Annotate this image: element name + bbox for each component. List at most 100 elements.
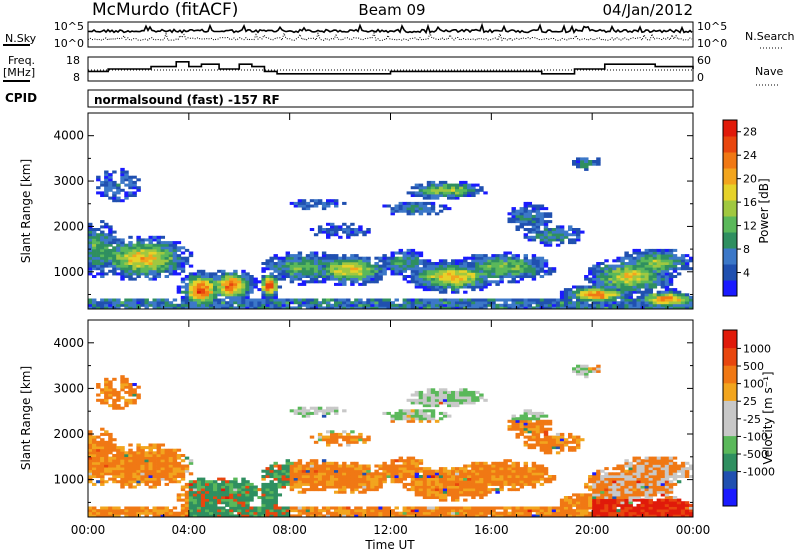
velocity-cell xyxy=(406,475,412,479)
power-cell xyxy=(334,230,339,234)
power-cell xyxy=(297,267,303,271)
velocity-cell xyxy=(136,472,141,476)
power-cell xyxy=(596,275,601,279)
power-cell xyxy=(148,238,153,242)
power-cell xyxy=(156,303,162,307)
power-cell xyxy=(451,277,456,281)
power-cell xyxy=(434,262,440,266)
power-cell xyxy=(580,162,585,166)
power-cell xyxy=(269,267,274,271)
power-cell xyxy=(358,269,363,273)
power-cell xyxy=(410,301,416,305)
power-cell xyxy=(426,303,432,307)
power-cell xyxy=(438,267,444,271)
velocity-cell xyxy=(317,409,323,413)
power-cell xyxy=(535,269,541,273)
power-cell xyxy=(273,288,278,292)
velocity-cell xyxy=(104,380,109,384)
power-cell xyxy=(346,306,351,310)
velocity-cell xyxy=(370,480,375,484)
velocity-cell xyxy=(438,482,444,486)
power-cell xyxy=(249,301,254,305)
velocity-cell xyxy=(317,514,323,518)
power-cell xyxy=(459,280,464,284)
velocity-cell xyxy=(132,511,137,515)
power-cell xyxy=(144,251,149,255)
velocity-cell xyxy=(249,514,254,518)
power-cell xyxy=(128,259,133,263)
velocity-cell xyxy=(527,482,533,486)
velocity-cell xyxy=(346,482,351,486)
power-cell xyxy=(152,275,157,279)
velocity-cell xyxy=(523,464,529,468)
velocity-cell xyxy=(96,446,101,450)
velocity-cell xyxy=(503,469,508,473)
velocity-cell xyxy=(148,443,153,447)
velocity-cell xyxy=(507,464,512,468)
power-cell xyxy=(398,264,404,268)
power-cell xyxy=(370,269,375,273)
power-cell xyxy=(128,178,133,182)
power-cell xyxy=(104,222,109,226)
power-cell xyxy=(495,298,500,302)
power-cell xyxy=(330,306,335,310)
velocity-cell xyxy=(269,498,274,502)
power-cell xyxy=(539,262,545,266)
velocity-cell xyxy=(535,427,541,431)
power-cell xyxy=(136,188,141,192)
power-cell xyxy=(233,269,238,273)
velocity-cell xyxy=(483,506,488,510)
velocity-cell xyxy=(418,419,424,423)
velocity-cell xyxy=(447,485,452,489)
power-cell xyxy=(92,303,97,307)
power-cell xyxy=(523,269,529,273)
power-cell xyxy=(495,259,500,263)
velocity-cell xyxy=(281,477,287,481)
velocity-cell xyxy=(104,385,109,389)
power-cell xyxy=(434,267,440,271)
power-cell xyxy=(596,162,601,166)
velocity-cell xyxy=(438,511,444,515)
velocity-cell xyxy=(471,509,476,513)
velocity-cell xyxy=(213,496,218,500)
velocity-cell xyxy=(104,377,109,381)
velocity-cell xyxy=(200,488,206,492)
velocity-cell xyxy=(366,485,371,489)
power-cell xyxy=(168,301,174,305)
power-cell xyxy=(188,288,194,292)
velocity-cell xyxy=(225,511,230,515)
power-cell xyxy=(479,301,484,305)
power-cell xyxy=(88,233,93,237)
power-heatmap xyxy=(88,157,694,310)
power-cell xyxy=(664,277,670,281)
power-cell xyxy=(527,201,533,205)
power-cell xyxy=(547,298,553,302)
velocity-cell xyxy=(398,467,404,471)
velocity-cell xyxy=(434,472,440,476)
velocity-cell xyxy=(330,438,335,442)
velocity-cell xyxy=(152,467,157,471)
velocity-cell xyxy=(156,469,162,473)
velocity-cell xyxy=(402,509,408,513)
power-cell xyxy=(366,269,371,273)
power-cell xyxy=(584,306,589,310)
velocity-cell xyxy=(535,472,541,476)
velocity-cell xyxy=(447,401,452,405)
velocity-cell xyxy=(342,438,347,442)
power-cell xyxy=(624,303,629,307)
power-cell xyxy=(374,275,379,279)
velocity-cell xyxy=(467,490,472,494)
power-cell xyxy=(600,293,605,297)
power-cell xyxy=(640,254,646,258)
power-cell xyxy=(531,235,537,239)
power-cell xyxy=(273,262,278,266)
velocity-cell xyxy=(523,425,529,429)
velocity-cell xyxy=(229,493,234,497)
power-cell xyxy=(418,212,424,216)
velocity-cell xyxy=(285,511,291,515)
power-cell xyxy=(269,262,274,266)
power-cell xyxy=(386,267,391,271)
power-cell xyxy=(362,306,367,310)
power-cell xyxy=(128,301,133,305)
velocity-cell xyxy=(120,461,125,465)
